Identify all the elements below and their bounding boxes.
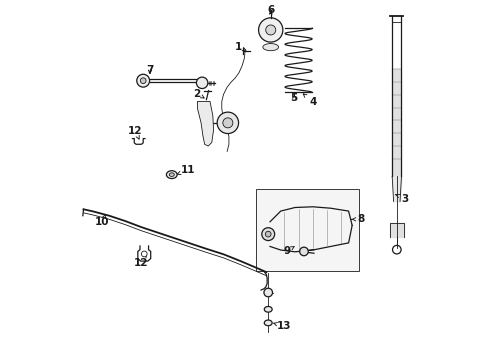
Text: 6: 6 — [267, 5, 274, 15]
Circle shape — [264, 288, 272, 297]
Text: 4: 4 — [303, 94, 317, 107]
Circle shape — [266, 25, 276, 35]
Text: 1: 1 — [235, 42, 246, 52]
Ellipse shape — [169, 173, 174, 176]
Text: 9: 9 — [284, 246, 294, 256]
Text: 2: 2 — [193, 89, 204, 99]
Text: 11: 11 — [177, 165, 195, 175]
Text: 5: 5 — [291, 93, 298, 103]
Text: 13: 13 — [274, 321, 292, 332]
Ellipse shape — [264, 306, 272, 312]
Circle shape — [259, 18, 283, 42]
Circle shape — [142, 251, 147, 257]
Text: 12: 12 — [128, 126, 142, 139]
Ellipse shape — [263, 44, 279, 51]
Circle shape — [223, 118, 233, 128]
Text: 10: 10 — [95, 214, 109, 227]
Text: 3: 3 — [396, 194, 409, 203]
Circle shape — [300, 247, 308, 256]
Circle shape — [266, 231, 271, 237]
Circle shape — [137, 74, 149, 87]
Circle shape — [217, 112, 239, 134]
Polygon shape — [197, 102, 214, 146]
Text: 12: 12 — [134, 254, 148, 268]
Text: 7: 7 — [147, 65, 154, 75]
Circle shape — [262, 228, 275, 240]
Circle shape — [140, 78, 146, 84]
Circle shape — [196, 77, 208, 89]
Ellipse shape — [264, 320, 272, 326]
Ellipse shape — [167, 171, 177, 179]
Bar — [256, 189, 359, 271]
Text: 8: 8 — [352, 214, 365, 224]
